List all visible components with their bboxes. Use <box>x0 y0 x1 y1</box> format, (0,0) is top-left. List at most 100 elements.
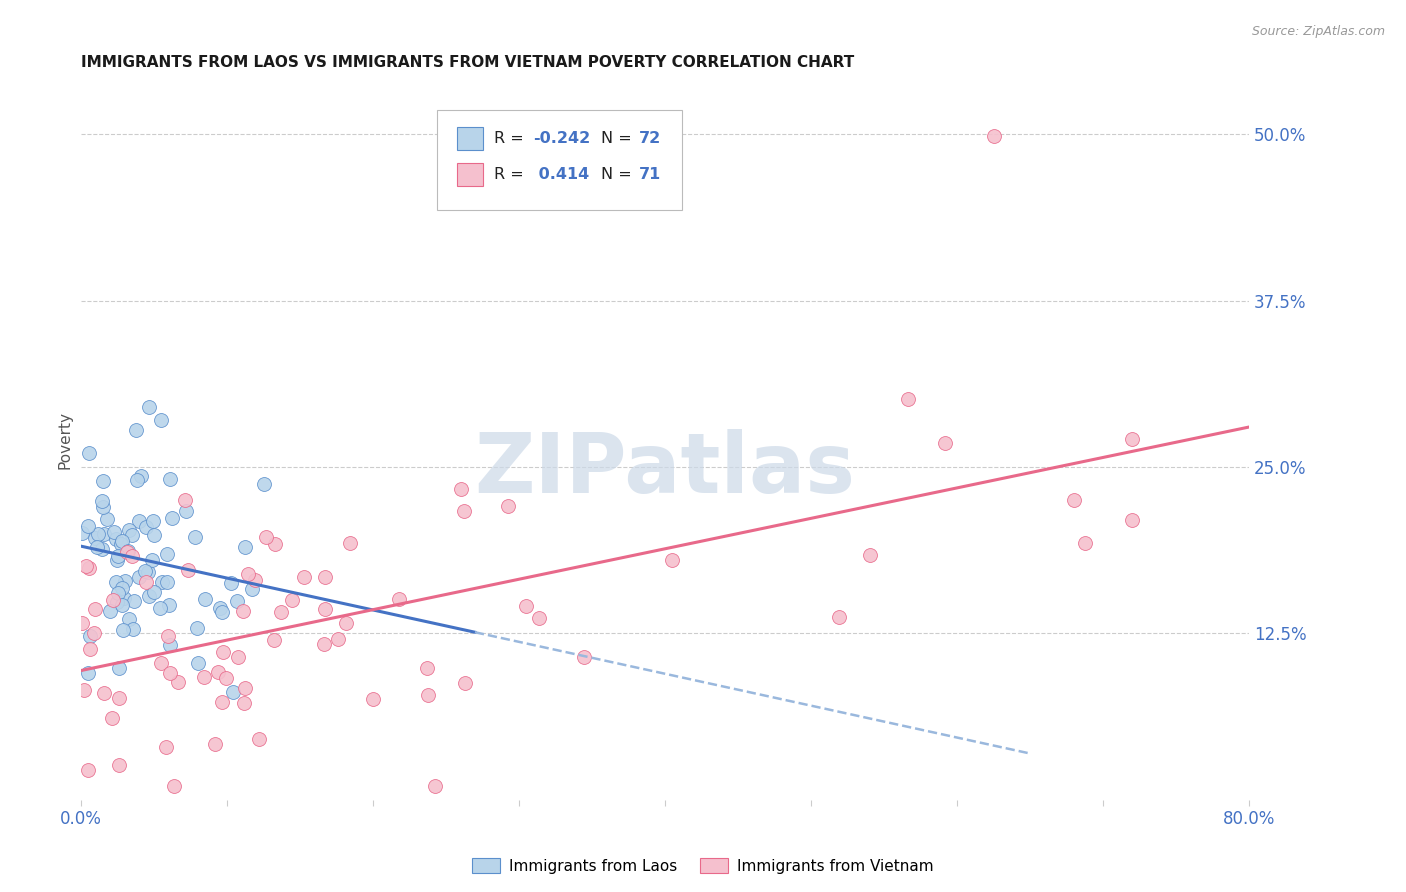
Point <box>105 574 128 589</box>
Point <box>149 413 172 427</box>
Point <box>212 645 235 659</box>
Point <box>84 602 107 616</box>
Point <box>515 599 537 613</box>
Y-axis label: Poverty: Poverty <box>58 411 72 469</box>
Point <box>335 616 357 631</box>
Point <box>156 547 179 561</box>
Point <box>162 511 184 525</box>
Point <box>111 598 134 612</box>
Point <box>134 564 156 578</box>
Point <box>450 482 472 496</box>
Text: R =: R = <box>495 131 529 146</box>
Point <box>416 661 439 675</box>
Point <box>107 758 129 772</box>
Point <box>128 570 150 584</box>
Point <box>226 593 249 607</box>
Point <box>314 570 336 584</box>
Point <box>114 591 136 606</box>
Point <box>101 711 124 725</box>
Point <box>108 690 131 705</box>
Point <box>77 666 100 681</box>
Point <box>115 544 138 558</box>
Point <box>1121 513 1143 527</box>
Point <box>117 544 139 558</box>
Text: 72: 72 <box>640 131 661 146</box>
Point <box>219 575 242 590</box>
Point <box>194 592 217 607</box>
Point <box>983 128 1005 143</box>
Point <box>118 612 141 626</box>
Point <box>388 592 411 607</box>
Text: 71: 71 <box>640 167 661 182</box>
FancyBboxPatch shape <box>457 162 482 186</box>
Point <box>1074 536 1097 550</box>
Point <box>193 670 215 684</box>
Point <box>73 682 96 697</box>
Point <box>110 537 132 551</box>
Point <box>254 530 277 544</box>
Point <box>253 476 276 491</box>
Point <box>828 610 851 624</box>
Point <box>527 611 550 625</box>
Point <box>236 566 259 581</box>
Point <box>896 392 918 406</box>
Point <box>107 586 129 600</box>
Point <box>498 499 520 513</box>
Point <box>149 601 172 615</box>
Point <box>135 575 157 590</box>
Text: R =: R = <box>495 167 529 182</box>
Point <box>105 553 128 567</box>
Point <box>128 515 150 529</box>
Point <box>76 519 98 533</box>
Point <box>141 553 163 567</box>
Point <box>125 423 148 437</box>
Point <box>214 671 236 685</box>
Point <box>87 527 110 541</box>
Point <box>143 528 166 542</box>
Text: N =: N = <box>600 167 637 182</box>
Point <box>211 695 233 709</box>
Text: Source: ZipAtlas.com: Source: ZipAtlas.com <box>1251 25 1385 38</box>
Point <box>423 779 446 793</box>
Point <box>77 446 100 460</box>
Point <box>572 650 595 665</box>
Point <box>292 569 315 583</box>
Point <box>84 531 107 545</box>
Point <box>163 779 186 793</box>
Point <box>93 686 115 700</box>
Point <box>934 436 956 450</box>
Point <box>157 629 180 643</box>
Point <box>98 604 121 618</box>
Point <box>159 473 181 487</box>
Point <box>101 593 124 607</box>
Point <box>96 512 118 526</box>
Point <box>159 665 181 680</box>
Point <box>155 739 177 754</box>
Point <box>176 563 198 577</box>
Point <box>184 529 207 543</box>
Point <box>104 532 127 546</box>
Point <box>270 605 292 619</box>
Point <box>142 584 165 599</box>
Point <box>91 542 114 557</box>
Point <box>209 600 232 615</box>
Point <box>280 592 302 607</box>
Point <box>245 573 267 587</box>
Point <box>91 474 114 488</box>
Point <box>159 638 181 652</box>
Point <box>859 549 882 563</box>
Point <box>247 731 270 746</box>
Point <box>121 549 143 563</box>
Point <box>167 675 190 690</box>
Point <box>91 500 114 514</box>
Point <box>453 504 475 518</box>
Point <box>232 604 254 618</box>
Point <box>93 527 115 541</box>
Point <box>326 632 349 647</box>
Point <box>361 691 384 706</box>
Point <box>233 681 256 695</box>
Point <box>150 575 173 590</box>
Text: ZIPatlas: ZIPatlas <box>474 428 855 509</box>
Point <box>138 400 160 414</box>
Point <box>111 533 134 548</box>
